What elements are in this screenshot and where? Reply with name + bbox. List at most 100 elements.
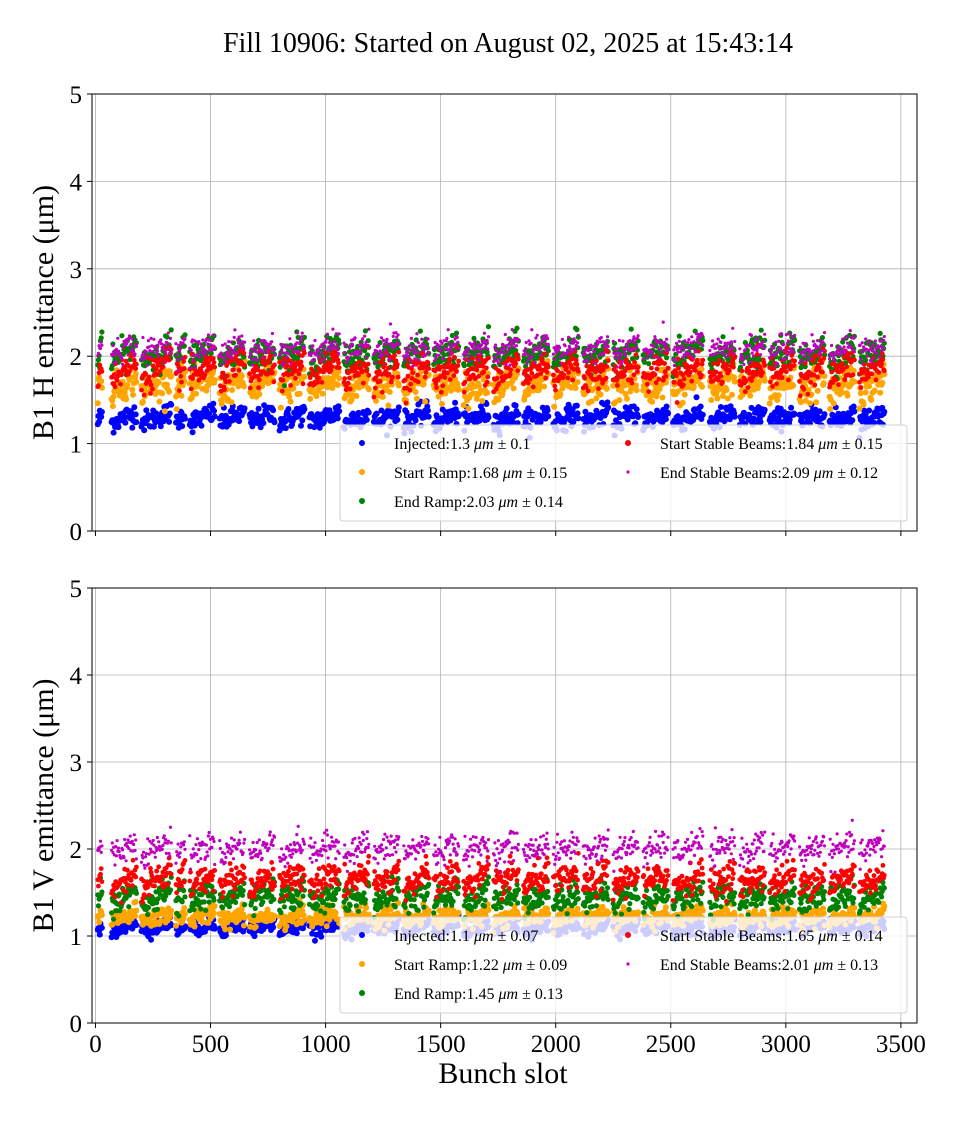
data-point [225,374,230,379]
data-point [407,355,410,358]
data-point [190,429,196,435]
data-point [852,358,857,363]
data-point [687,338,690,341]
data-point [759,353,762,356]
data-point [774,341,777,344]
legend-uncertainty: ± 0.15 [522,465,567,482]
data-point [574,358,579,363]
data-point [206,350,209,353]
data-point [364,369,369,374]
data-point [166,342,169,345]
data-point [222,387,227,392]
data-point [605,349,610,354]
data-point [515,411,521,417]
data-point [301,381,306,386]
data-point [336,408,342,414]
data-point [120,357,123,360]
data-point [158,423,164,429]
data-point [870,346,873,349]
data-point [503,347,506,350]
data-point [199,342,202,345]
data-point [209,339,212,342]
data-point [696,338,699,341]
data-point [506,350,509,353]
data-point [689,379,694,384]
data-point [666,348,669,351]
data-point [811,349,814,352]
data-point [249,352,252,355]
data-point [695,332,698,335]
x-tick-label: 2500 [646,1031,696,1058]
data-point [605,340,608,343]
data-point [404,347,407,350]
data-point [724,387,730,393]
data-point [271,332,274,335]
data-point [206,342,209,345]
data-point [385,338,388,341]
y-tick-label: 3 [70,750,83,777]
data-point [618,339,621,342]
data-point [122,346,125,349]
data-point [633,341,636,344]
data-point [189,367,192,370]
data-point [615,383,620,388]
data-point [843,345,846,348]
data-point [347,358,350,361]
data-point [615,366,618,369]
data-point [531,355,534,358]
data-point [325,337,328,340]
data-point [413,417,419,423]
data-point [163,361,166,364]
data-point [454,343,457,346]
data-point [141,336,144,339]
data-point [493,356,496,359]
legend-entry: Start Stable Beams:1.84 μm ± 0.15 [660,436,883,453]
data-point [763,333,766,336]
x-axis-label: Bunch slot [438,1057,568,1090]
data-point [411,365,414,368]
data-point [323,357,326,360]
data-point [442,375,447,380]
data-point [629,327,634,332]
data-point [831,400,837,406]
data-point [225,351,228,354]
data-point [199,351,202,354]
data-point [445,337,448,340]
data-point [642,358,645,361]
data-point [365,356,368,359]
data-point [819,352,822,355]
data-point [574,327,579,332]
data-point [485,380,490,385]
data-point [657,356,660,359]
data-point [384,348,387,351]
data-point [140,399,146,405]
data-point [860,350,863,353]
data-point [449,353,452,356]
data-point [665,411,671,417]
data-point [878,355,881,358]
data-point [133,371,139,377]
data-point [543,352,548,357]
data-point [653,345,656,348]
data-point [111,344,114,347]
data-point [545,413,551,419]
data-point [823,331,826,334]
data-point [301,406,307,412]
data-point [553,358,556,361]
data-point [779,347,782,350]
data-point [486,324,491,329]
data-point [237,368,242,373]
data-point [293,376,298,381]
data-point [452,400,458,406]
data-point [333,340,336,343]
data-point [574,403,580,409]
data-point [194,366,197,369]
data-point [179,347,182,350]
data-point [688,352,691,355]
data-point [784,369,789,374]
data-point [150,387,155,392]
data-point [635,346,638,349]
data-point [664,404,670,410]
data-point [545,370,550,375]
data-point [756,337,759,340]
